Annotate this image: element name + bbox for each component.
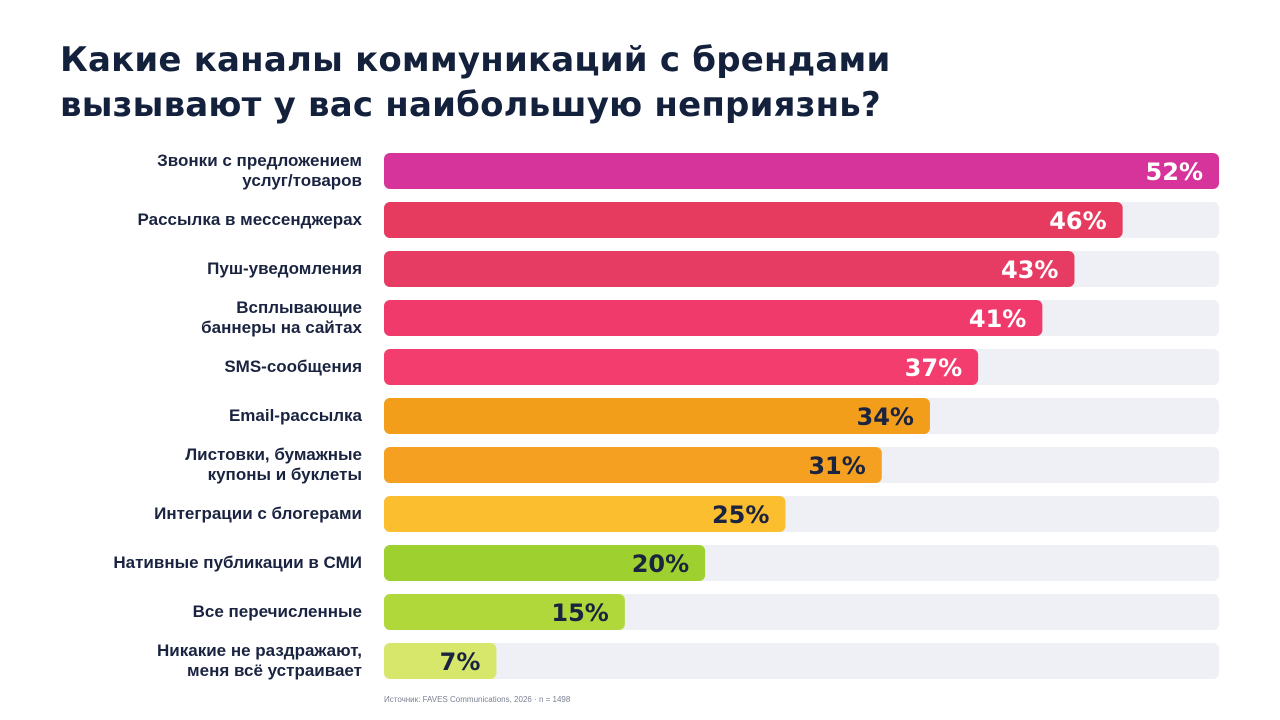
category-label-line: Листовки, бумажные xyxy=(185,445,362,464)
category-label-line: Пуш-уведомления xyxy=(207,259,362,278)
category-label-line: Нативные публикации в СМИ xyxy=(113,553,362,572)
bar-value-label: 20% xyxy=(632,550,689,578)
bar-track xyxy=(384,643,1219,679)
category-label-line: Всплывающие xyxy=(236,298,362,317)
bar-value-label: 52% xyxy=(1146,158,1203,186)
category-label: Email-рассылка xyxy=(40,398,362,434)
category-label: Звонки с предложением услуг/товаров xyxy=(40,151,362,190)
bar-value-label: 31% xyxy=(808,452,865,480)
bar xyxy=(384,447,882,483)
bar-value-label: 43% xyxy=(1001,256,1058,284)
bar-value-label: 25% xyxy=(712,501,769,529)
bar-value-label: 41% xyxy=(969,305,1026,333)
bar xyxy=(384,202,1123,238)
bar-value-label: 7% xyxy=(440,648,481,676)
chart-title-line-2: вызывают у вас наибольшую неприязнь? xyxy=(60,85,881,125)
category-label-line: Email-рассылка xyxy=(228,406,362,425)
bar xyxy=(384,251,1075,287)
category-label: Пуш-уведомления xyxy=(40,251,362,287)
bar xyxy=(384,349,979,385)
category-label: Все перечисленные xyxy=(40,594,362,630)
category-label-line: баннеры на сайтах xyxy=(201,318,362,337)
category-label-line: Никакие не раздражают, xyxy=(157,641,362,660)
category-label: Листовки, бумажные купоны и буклеты xyxy=(40,445,362,484)
bar xyxy=(384,398,930,434)
category-label: Всплывающие баннеры на сайтах xyxy=(40,298,362,337)
category-label-line: Все перечисленные xyxy=(192,602,362,621)
bar-value-label: 37% xyxy=(905,354,962,382)
bar-value-label: 15% xyxy=(551,599,608,627)
bar xyxy=(384,300,1043,336)
bar-value-label: 34% xyxy=(857,403,914,431)
category-label-line: Рассылка в мессенджерах xyxy=(137,210,362,229)
category-label-line: Звонки с предложением xyxy=(157,151,362,170)
category-label-line: меня всё устраивает xyxy=(187,661,362,680)
category-label: SMS-сообщения xyxy=(40,349,362,385)
chart-title: Какие каналы коммуникаций с брендами выз… xyxy=(60,38,1160,128)
category-label-line: услуг/товаров xyxy=(242,171,362,190)
category-label: Никакие не раздражают, меня всё устраивае… xyxy=(40,641,362,680)
chart-title-line-1: Какие каналы коммуникаций с брендами xyxy=(60,40,891,80)
bar xyxy=(384,594,625,630)
category-label: Нативные публикации в СМИ xyxy=(40,545,362,581)
bar xyxy=(384,496,786,532)
bar-value-label: 46% xyxy=(1049,207,1106,235)
bar xyxy=(384,643,497,679)
category-label: Рассылка в мессенджерах xyxy=(40,202,362,238)
category-label-line: SMS-сообщения xyxy=(224,357,362,376)
source-note: Источник: FAVES Communications, 2026 · n… xyxy=(384,695,571,704)
category-label-line: купоны и буклеты xyxy=(207,465,362,484)
bar xyxy=(384,153,1219,189)
category-label-line: Интеграции с блогерами xyxy=(154,504,362,523)
bar xyxy=(384,545,706,581)
category-label: Интеграции с блогерами xyxy=(40,496,362,532)
